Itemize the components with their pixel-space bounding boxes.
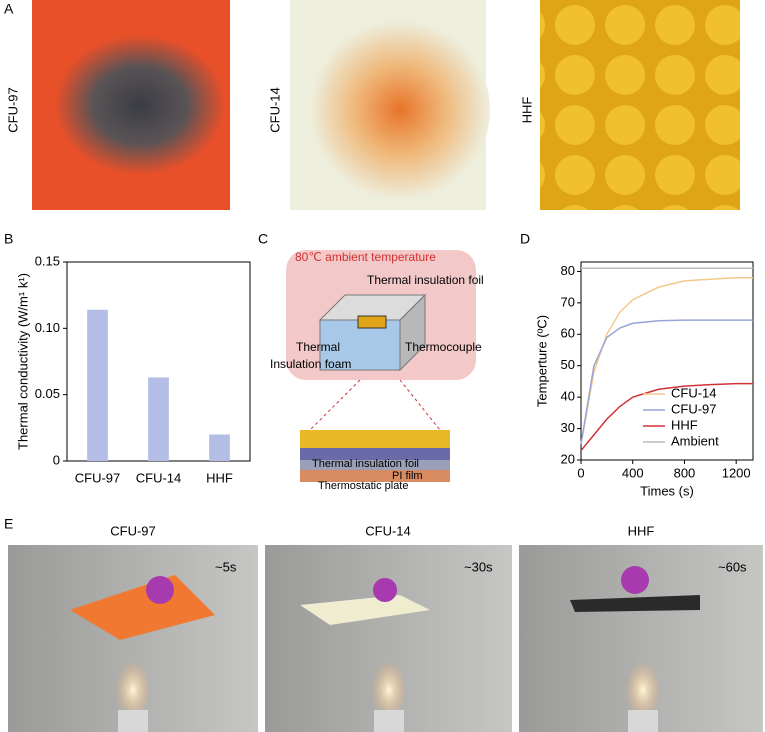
x-tick-label: 800	[674, 465, 696, 480]
photo-label: HHF	[519, 97, 534, 124]
photo-title: HHF	[628, 523, 655, 538]
layer	[300, 430, 450, 448]
photo-title: CFU-14	[365, 523, 411, 538]
photo-label: CFU-97	[5, 87, 20, 133]
panel-label: C	[258, 231, 268, 247]
bar	[87, 309, 108, 461]
layer	[300, 470, 450, 482]
panel-label: B	[4, 231, 13, 247]
photo-label: CFU-14	[267, 87, 282, 133]
zoom-line	[309, 379, 361, 431]
series-line	[580, 319, 753, 445]
time-label: ~5s	[215, 559, 237, 574]
x-tick-label: 1200	[722, 465, 751, 480]
y-tick-label: 50	[561, 357, 575, 372]
x-tick-label: 400	[622, 465, 644, 480]
axes-frame	[580, 261, 754, 461]
layer	[300, 460, 450, 470]
time-label: ~30s	[464, 559, 493, 574]
y-tick-label: 0.10	[35, 320, 60, 335]
bar	[209, 434, 230, 461]
photo-burn	[55, 35, 225, 175]
panel-label: A	[4, 1, 14, 17]
y-axis-label: Thermal conductivity (W/m¹ k¹)	[15, 273, 30, 450]
legend-label: CFU-97	[671, 401, 717, 416]
photo	[540, 0, 740, 210]
box-side	[399, 293, 426, 372]
legend-label: HHF	[671, 417, 698, 432]
diagram-label: Thermal	[296, 340, 340, 354]
bar	[148, 377, 169, 461]
y-tick-label: 70	[561, 294, 575, 309]
y-tick-label: 40	[561, 389, 575, 404]
x-tick-label: CFU-97	[75, 470, 121, 485]
legend-label: CFU-14	[671, 385, 717, 400]
sample	[357, 315, 387, 329]
legend-label: Ambient	[671, 433, 719, 448]
y-tick-label: 60	[561, 326, 575, 341]
ambient-label: 80℃ ambient temperature	[295, 250, 436, 264]
panel-label: D	[520, 231, 530, 247]
y-tick-label: 20	[561, 451, 575, 466]
layer	[300, 448, 450, 460]
y-tick-label: 30	[561, 420, 575, 435]
y-axis-label: Temperture (ºC)	[534, 315, 549, 407]
photo-e	[8, 545, 763, 732]
diagram-label: Thermal insulation foil	[367, 273, 484, 287]
time-label: ~60s	[718, 559, 747, 574]
diagram-label: Insulation foam	[270, 357, 351, 371]
panel-label: E	[4, 516, 13, 532]
diagram-label: Thermostatic plate	[318, 480, 408, 492]
x-tick-label: HHF	[206, 470, 233, 485]
y-tick-label: 0.15	[35, 253, 60, 268]
x-tick-label: CFU-14	[136, 470, 182, 485]
y-tick-label: 80	[561, 263, 575, 278]
photo-title: CFU-97	[110, 523, 156, 538]
y-tick-label: 0	[53, 452, 60, 467]
diagram-label: Thermocouple	[405, 340, 482, 354]
x-tick-label: 0	[577, 465, 584, 480]
y-tick-label: 0.05	[35, 386, 60, 401]
zoom-line	[399, 379, 441, 431]
x-axis-label: Times (s)	[640, 483, 694, 498]
diagram-label: PI film	[392, 470, 423, 482]
diagram-label: Thermal insulation foil	[312, 458, 419, 470]
photo-burn	[310, 20, 490, 200]
series-line	[580, 382, 753, 452]
